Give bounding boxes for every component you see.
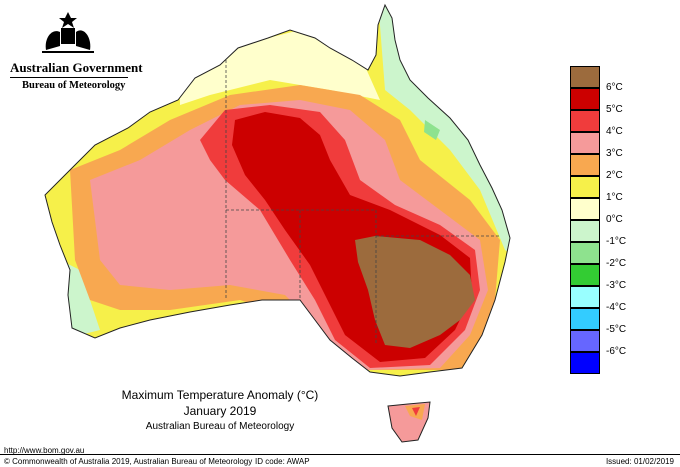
footer-divider bbox=[0, 454, 680, 455]
legend-swatch bbox=[570, 242, 600, 264]
legend-label: 6°C bbox=[606, 82, 623, 93]
legend-swatch bbox=[570, 88, 600, 110]
issued-date: Issued: 01/02/2019 bbox=[605, 457, 674, 466]
legend-swatch bbox=[570, 264, 600, 286]
legend-label: -5°C bbox=[606, 324, 627, 335]
copyright-text: © Commonwealth of Australia 2019, Austra… bbox=[4, 457, 253, 466]
map-period: January 2019 bbox=[183, 404, 257, 418]
legend-swatch bbox=[570, 330, 600, 352]
legend-swatch bbox=[570, 352, 600, 374]
legend-label: 5°C bbox=[606, 104, 623, 115]
legend-label: 2°C bbox=[606, 170, 623, 181]
legend-swatch bbox=[570, 132, 600, 154]
coat-of-arms-logo bbox=[42, 12, 94, 53]
legend-swatch bbox=[570, 286, 600, 308]
legend-swatch bbox=[570, 198, 600, 220]
id-code-text: ID code: AWAP bbox=[255, 457, 310, 466]
legend-label: -2°C bbox=[606, 258, 627, 269]
legend-swatch bbox=[570, 308, 600, 330]
legend-label: -4°C bbox=[606, 302, 627, 313]
map-title: Maximum Temperature Anomaly (°C) bbox=[121, 388, 319, 402]
legend-swatch bbox=[570, 110, 600, 132]
legend-label: 1°C bbox=[606, 192, 623, 203]
legend-swatch bbox=[570, 154, 600, 176]
government-title: Australian Government bbox=[10, 60, 143, 75]
legend-label: 4°C bbox=[606, 126, 623, 137]
legend-label: 3°C bbox=[606, 148, 623, 159]
header-divider bbox=[10, 77, 128, 78]
legend-swatch bbox=[570, 66, 600, 88]
legend-swatch bbox=[570, 176, 600, 198]
website-link[interactable]: http://www.bom.gov.au bbox=[4, 446, 85, 455]
legend-label: -1°C bbox=[606, 236, 627, 247]
legend-label: 0°C bbox=[606, 214, 623, 225]
legend-label: -3°C bbox=[606, 280, 627, 291]
legend-label: -6°C bbox=[606, 346, 627, 357]
map-source: Australian Bureau of Meteorology bbox=[145, 421, 295, 432]
bureau-title: Bureau of Meteorology bbox=[22, 80, 126, 91]
legend-swatch bbox=[570, 220, 600, 242]
